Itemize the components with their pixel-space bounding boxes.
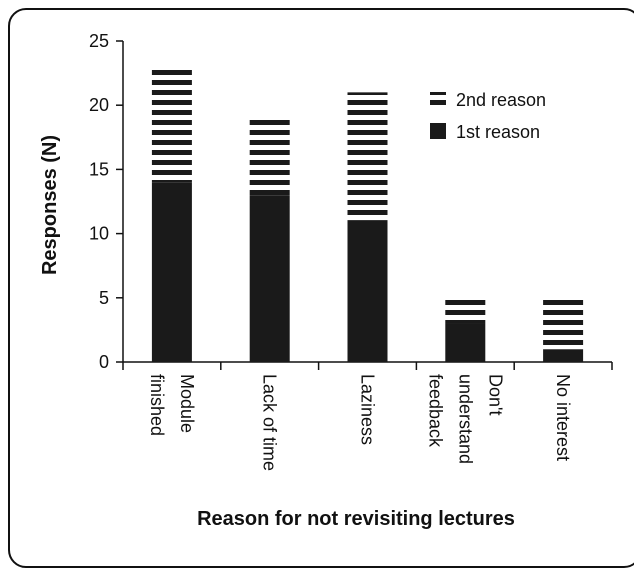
- y-tick-label: 15: [89, 159, 109, 179]
- x-tick-label: feedback: [425, 374, 445, 448]
- y-tick-label: 25: [89, 31, 109, 51]
- bar-1st-reason: [347, 220, 388, 362]
- bar-1st-reason: [151, 182, 192, 362]
- x-axis: [122, 361, 613, 370]
- legend-label-2nd-reason: 2nd reason: [456, 90, 546, 110]
- bar-1st-reason: [543, 349, 584, 362]
- y-tick-label: 10: [89, 224, 109, 244]
- y-axis-title: Responses (N): [39, 135, 61, 275]
- y-tick-label: 20: [89, 95, 109, 115]
- legend-label-1st-reason: 1st reason: [456, 122, 540, 142]
- y-axis: 0 5 10 15 20 25: [89, 31, 124, 372]
- x-tick-label: understand: [455, 374, 475, 464]
- x-tick-label: finished: [147, 374, 167, 436]
- bar-2nd-reason: [151, 66, 192, 183]
- bar-2nd-reason: [249, 118, 290, 196]
- bar-2nd-reason: [347, 92, 388, 221]
- y-tick-label: 0: [99, 352, 109, 372]
- x-tick-label: Laziness: [358, 374, 378, 445]
- x-tick-label: No interest: [553, 374, 573, 461]
- y-tick-label: 5: [99, 288, 109, 308]
- stacked-bar-chart: 0 5 10 15 20 25 finished Module Lack of time Laz…: [39, 31, 613, 530]
- legend-swatch-2nd-reason: [430, 92, 446, 106]
- bar-1st-reason: [249, 195, 290, 362]
- bar-1st-reason: [445, 323, 486, 362]
- bar-2nd-reason: [543, 297, 584, 350]
- x-tick-label: Lack of time: [260, 374, 280, 471]
- x-tick-labels: finished Module Lack of time Laziness feedba…: [147, 374, 573, 471]
- x-tick-label: Don't: [485, 374, 505, 415]
- bars: [151, 66, 584, 362]
- x-axis-title: Reason for not revisiting lectures: [197, 508, 515, 530]
- x-tick-label: Module: [177, 374, 197, 433]
- legend-swatch-1st-reason: [430, 123, 446, 139]
- bar-2nd-reason: [445, 297, 486, 324]
- legend: 2nd reason 1st reason: [430, 90, 546, 142]
